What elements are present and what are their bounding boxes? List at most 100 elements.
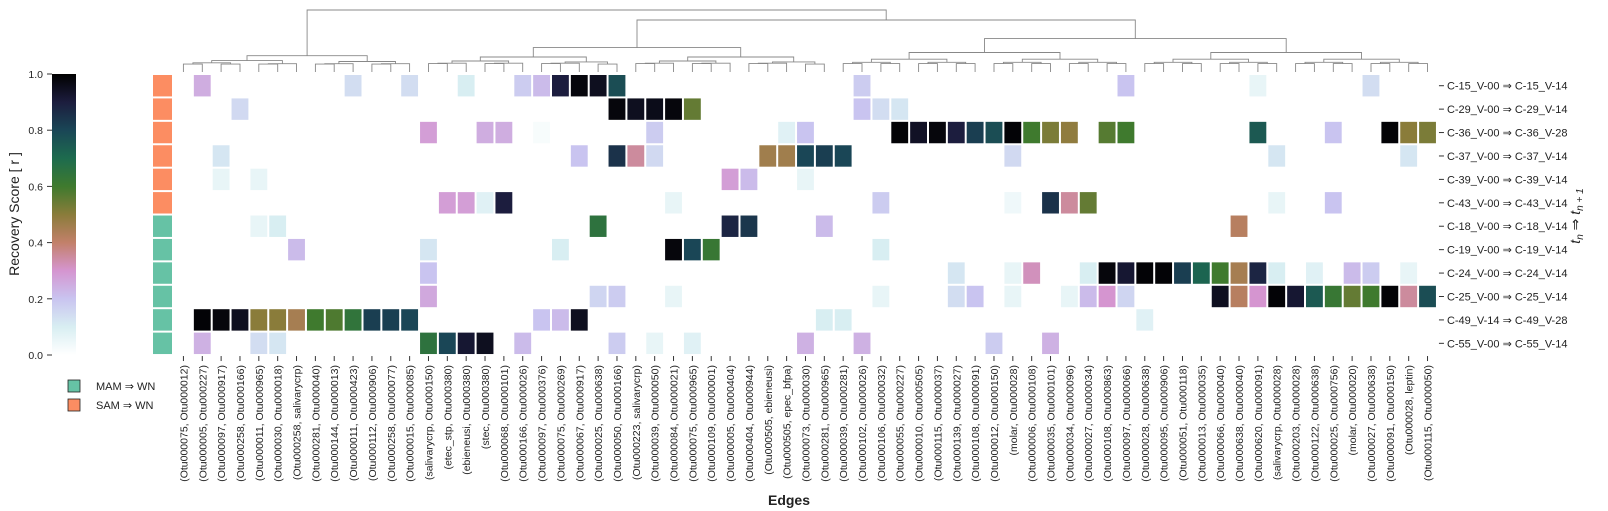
legend-swatch <box>67 398 81 412</box>
heatmap-cell <box>759 145 777 167</box>
heatmap-cell <box>1324 121 1342 144</box>
column-label: (Otu000112, Otu000906) <box>367 365 379 481</box>
heatmap-cell <box>1343 285 1361 308</box>
legend: MAM ⇒ WN SAM ⇒ WN <box>67 379 155 412</box>
heatmap-cell <box>495 192 513 214</box>
dendrogram-link <box>380 63 411 72</box>
column-label: (stec, Otu000380) <box>480 365 492 449</box>
heatmap-cell <box>683 332 701 355</box>
heatmap-cell <box>1306 262 1323 284</box>
column-label: (Otu000015, Otu000085) <box>405 365 417 482</box>
row-group-cell <box>153 215 172 237</box>
heatmap-cell <box>231 98 249 120</box>
heatmap-cell <box>420 262 437 284</box>
dendrogram-link <box>550 62 580 72</box>
heatmap-cell <box>627 98 645 120</box>
row-group-cell <box>153 238 172 261</box>
dendrogram-link <box>1106 63 1127 72</box>
column-label: (Otu000066, Otu000040) <box>1215 365 1227 482</box>
heatmap-cell <box>250 215 268 237</box>
heatmap-cell <box>420 332 437 355</box>
dendrogram-link <box>1068 63 1089 72</box>
dendrogram-link <box>635 63 656 72</box>
column-label: (Otu000075, Otu000012) <box>178 365 190 482</box>
heatmap-cell <box>683 238 701 261</box>
row-label: C-39_V-00 ⇒ C-39_V-14 <box>1447 174 1568 186</box>
heatmap-cell <box>1381 121 1399 144</box>
heatmap-cell <box>476 192 494 214</box>
heatmap-cell <box>891 121 909 144</box>
dendrogram-link <box>314 63 335 72</box>
row-group-cell <box>153 285 172 308</box>
row-group-cell <box>153 332 172 355</box>
heatmap-cell <box>438 332 456 355</box>
heatmap-cell <box>608 98 626 120</box>
heatmap-cell <box>665 98 682 120</box>
heatmap-cell <box>872 192 890 214</box>
dendrogram-link <box>532 47 742 57</box>
heatmap-cell <box>985 332 1003 355</box>
heatmap-cell <box>778 121 796 144</box>
heatmap-cell <box>325 309 343 331</box>
heatmap-cell <box>1060 192 1078 214</box>
colorbar-tick-label: 0.2 <box>28 294 43 306</box>
dendrogram-link <box>1172 58 1249 63</box>
heatmap-cell <box>514 332 532 355</box>
heatmap-cell <box>1400 285 1418 308</box>
heatmap-cell <box>1211 262 1229 284</box>
dendrogram-link <box>1021 58 1099 63</box>
column-label: (Otu000166, Otu000026) <box>518 365 530 482</box>
column-label: (molar, Otu000028) <box>1008 365 1020 455</box>
column-label: (Otu000097, Otu000066) <box>1121 365 1133 482</box>
heatmap-cell <box>570 145 588 167</box>
dendrogram-link <box>691 63 712 72</box>
heatmap-cell <box>1004 145 1022 167</box>
heatmap-cell <box>363 309 381 331</box>
row-label: C-43_V-00 ⇒ C-43_V-14 <box>1447 198 1568 210</box>
dendrogram-link <box>880 63 901 72</box>
dendrogram-link <box>541 63 561 72</box>
heatmap-cell <box>740 215 758 237</box>
heatmap-cell <box>1268 285 1286 308</box>
column-label: (Otu000108, Otu000091) <box>970 365 982 482</box>
column-label: (Otu000013, Otu000035) <box>1196 365 1208 482</box>
dendrogram-link <box>1144 63 1165 72</box>
heatmap-cell <box>1268 145 1286 167</box>
heatmap-cell <box>872 238 890 261</box>
column-label: (Otu000281, Otu000965) <box>819 365 831 482</box>
heatmap-cell <box>665 285 682 308</box>
heatmap-cell <box>778 145 796 167</box>
heatmap-cell <box>910 121 927 144</box>
heatmap-cell <box>853 75 871 97</box>
dendrogram-link <box>1323 58 1400 63</box>
heatmap-cell <box>589 285 607 308</box>
heatmap-cell <box>797 145 814 167</box>
dendrogram-link <box>955 63 976 72</box>
column-label: (Otu000144, Otu000013) <box>329 365 341 482</box>
heatmap-cell <box>1117 121 1135 144</box>
column-label: (Otu000067, Otu000917) <box>574 365 586 482</box>
heatmap-cell <box>702 238 720 261</box>
heatmap-cell <box>646 145 664 167</box>
heatmap-cell <box>1117 262 1135 284</box>
heatmap-cell <box>872 285 890 308</box>
row-labels: C-15_V-00 ⇒ C-15_V-14 C-29_V-00 ⇒ C-29_V-… <box>1438 81 1568 350</box>
colorbar-tick-label: 1.0 <box>28 69 43 81</box>
column-label: (Otu000223, salivarycrp) <box>631 365 643 480</box>
dendrogram-link <box>1182 63 1202 72</box>
dendrogram-link <box>306 9 887 56</box>
colorbar-tick-label: 0.0 <box>28 350 43 362</box>
colorbar: 1.0 0.8 0.6 0.4 0.2 0.0 Recovery Score [ r ] <box>6 69 76 362</box>
dendrogram-link <box>636 19 1136 48</box>
heatmap-cell <box>740 168 758 191</box>
heatmap-cell <box>570 309 588 331</box>
row-group-cell <box>153 309 172 331</box>
heatmap-cell <box>552 238 569 261</box>
dendrogram-link <box>494 62 524 72</box>
heatmap-cell <box>1098 262 1116 284</box>
column-label: (Otu000075, Otu000965) <box>687 365 699 482</box>
heatmap-cell <box>1004 285 1022 308</box>
row-label: C-25_V-00 ⇒ C-25_V-14 <box>1447 291 1568 303</box>
heatmap-cell <box>1079 192 1097 214</box>
